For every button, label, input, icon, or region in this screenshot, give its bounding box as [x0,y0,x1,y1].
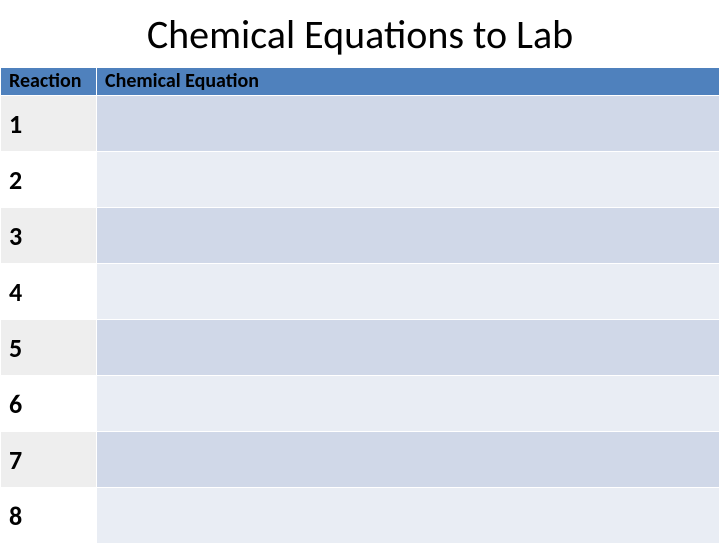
page-title: Chemical Equations to Lab [0,0,720,67]
table-header-row: Reaction Chemical Equation [1,68,720,96]
cell-reaction: 2 [1,152,97,208]
table-row: 2 [1,152,720,208]
cell-equation [97,96,720,152]
cell-reaction: 6 [1,376,97,432]
table-row: 5 [1,320,720,376]
table-row: 8 [1,488,720,544]
equations-table: Reaction Chemical Equation 12345678 [0,67,720,544]
cell-reaction: 1 [1,96,97,152]
header-reaction: Reaction [1,68,97,96]
cell-reaction: 8 [1,488,97,544]
cell-equation [97,152,720,208]
table-row: 4 [1,264,720,320]
cell-reaction: 5 [1,320,97,376]
cell-equation [97,488,720,544]
cell-reaction: 4 [1,264,97,320]
table-row: 6 [1,376,720,432]
table-body: 12345678 [1,96,720,544]
cell-equation [97,320,720,376]
cell-equation [97,264,720,320]
cell-equation [97,208,720,264]
header-equation: Chemical Equation [97,68,720,96]
cell-reaction: 7 [1,432,97,488]
table-row: 1 [1,96,720,152]
cell-reaction: 3 [1,208,97,264]
cell-equation [97,432,720,488]
table-row: 3 [1,208,720,264]
cell-equation [97,376,720,432]
table-row: 7 [1,432,720,488]
